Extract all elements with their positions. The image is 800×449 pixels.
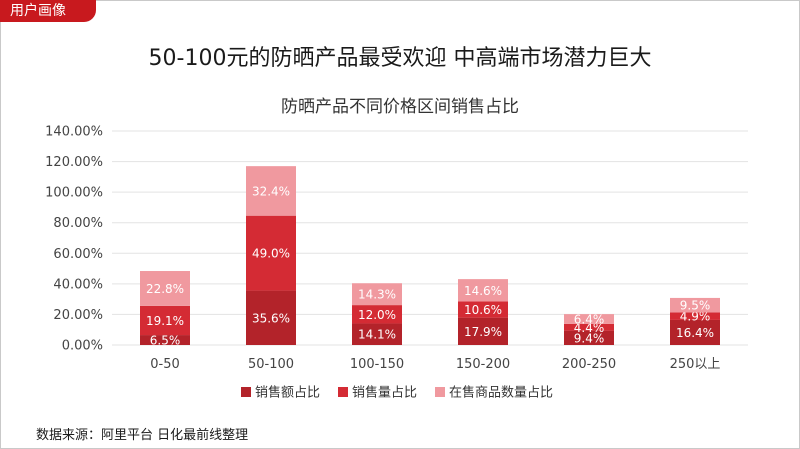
bar-segment: [670, 297, 720, 313]
legend-swatch: [435, 387, 445, 397]
y-tick-label: 140.00%: [45, 125, 103, 140]
data-source-note: 数据来源：阿里平台 日化最前线整理: [36, 428, 249, 443]
data-label: 14.3%: [358, 288, 396, 302]
chart-title: 防晒产品不同价格区间销售占比: [281, 97, 519, 117]
bar-segment: [140, 335, 190, 345]
bar-segment: [564, 330, 614, 345]
x-tick-label: 100-150: [350, 357, 404, 372]
y-tick-label: 100.00%: [45, 186, 103, 201]
bar-segment: [458, 301, 508, 318]
data-label: 14.1%: [358, 328, 396, 342]
y-tick-label: 20.00%: [53, 308, 103, 323]
bar-segment: [246, 215, 296, 291]
x-tick-label: 150-200: [456, 357, 510, 372]
data-label: 17.9%: [464, 325, 502, 339]
data-label: 4.4%: [574, 321, 605, 335]
data-label: 4.9%: [680, 310, 711, 324]
page-headline: 50-100元的防晒产品最受欢迎 中高端市场潜力巨大: [148, 46, 652, 71]
data-label: 6.5%: [150, 334, 181, 348]
user-profile-tag: 用户画像: [0, 0, 96, 22]
bar-segment: [140, 271, 190, 306]
data-label: 14.6%: [464, 284, 502, 298]
bar-segment: [458, 279, 508, 302]
bar-segment: [352, 323, 402, 345]
legend-swatch: [241, 387, 251, 397]
y-tick-label: 120.00%: [45, 155, 103, 170]
data-label: 35.6%: [252, 311, 290, 325]
bar-segment: [670, 312, 720, 320]
bar-segment: [564, 323, 614, 331]
bar-segment: [564, 314, 614, 324]
x-tick-label: 50-100: [248, 357, 294, 372]
data-label: 9.5%: [680, 299, 711, 313]
bar-segment: [352, 283, 402, 306]
x-tick-label: 250以上: [670, 357, 721, 372]
y-tick-label: 60.00%: [53, 247, 103, 262]
data-label: 49.0%: [252, 247, 290, 261]
data-label: 6.4%: [574, 313, 605, 327]
legend-label: 销售额占比: [255, 385, 320, 401]
y-tick-label: 0.00%: [62, 339, 103, 354]
data-label: 12.0%: [358, 308, 396, 322]
bar-segment: [246, 290, 296, 345]
bar-segment: [246, 166, 296, 216]
x-tick-label: 200-250: [562, 357, 616, 372]
bar-segment: [352, 305, 402, 324]
y-tick-label: 80.00%: [53, 216, 103, 231]
legend-swatch: [338, 387, 348, 397]
y-tick-label: 40.00%: [53, 277, 103, 292]
x-tick-label: 0-50: [150, 357, 180, 372]
bar-segment: [140, 305, 190, 336]
legend-label: 销售量占比: [352, 385, 417, 401]
legend-label: 在售商品数量占比: [449, 385, 553, 401]
data-label: 16.4%: [676, 326, 714, 340]
data-label: 9.4%: [574, 331, 605, 345]
data-label: 32.4%: [252, 184, 290, 198]
bar-segment: [458, 317, 508, 345]
bar-segment: [670, 319, 720, 345]
data-label: 19.1%: [146, 314, 184, 328]
data-label: 10.6%: [464, 303, 502, 317]
data-label: 22.8%: [146, 282, 184, 296]
